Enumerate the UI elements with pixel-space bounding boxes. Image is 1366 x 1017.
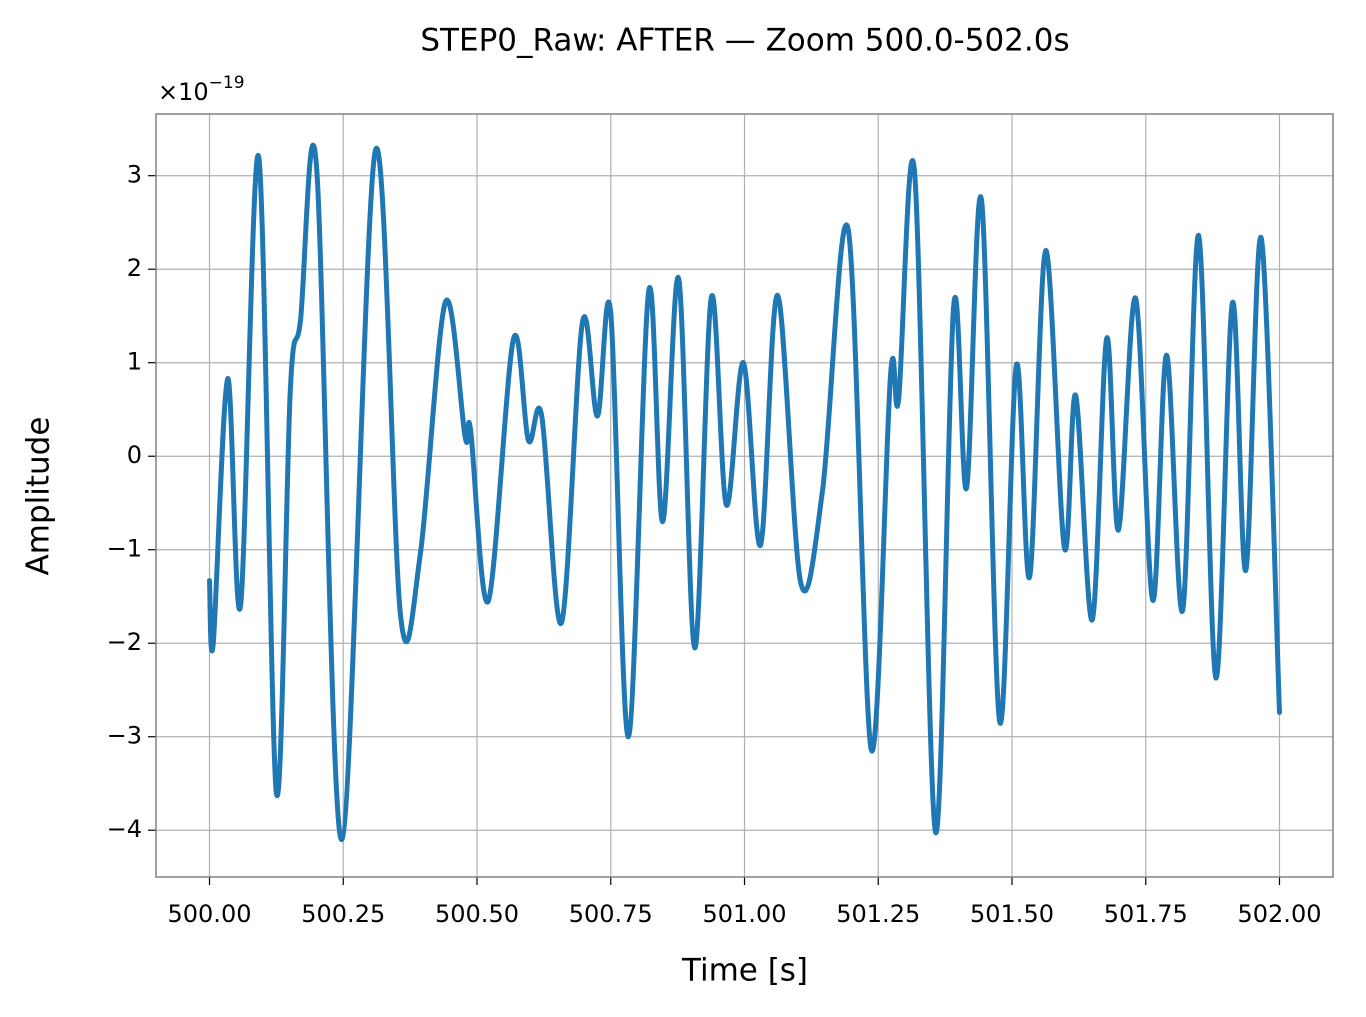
y-multiplier: ×10−19 [158,73,245,106]
multiplier-exponent: −19 [209,73,245,93]
chart-title: STEP0_Raw: AFTER — Zoom 500.0-502.0s [420,23,1069,59]
x-tick-label: 501.50 [970,900,1054,928]
y-tick-label: −2 [107,628,142,656]
y-tick-label: −4 [107,815,142,843]
plot-frame [155,113,1334,878]
x-tick-label: 500.50 [435,900,519,928]
y-axis-label: Amplitude [21,417,57,576]
signal-line [207,142,1282,843]
x-tick-label: 500.75 [569,900,653,928]
y-tick-label: 3 [127,161,142,189]
multiplier-base: ×10 [158,78,209,106]
x-tick-label: 500.00 [168,900,252,928]
x-tick-label: 501.25 [836,900,920,928]
y-tick-label: 1 [127,348,142,376]
x-tick-label: 500.25 [301,900,385,928]
x-tick-label: 501.75 [1104,900,1188,928]
y-tick-label: 2 [127,254,142,282]
y-tick-label: −3 [107,722,142,750]
y-tick-label: 0 [127,441,142,469]
x-tick-label: 501.00 [703,900,787,928]
x-axis-label: Time [s] [681,953,808,989]
x-tick-label: 502.00 [1238,900,1322,928]
y-tick-label: −1 [107,535,142,563]
